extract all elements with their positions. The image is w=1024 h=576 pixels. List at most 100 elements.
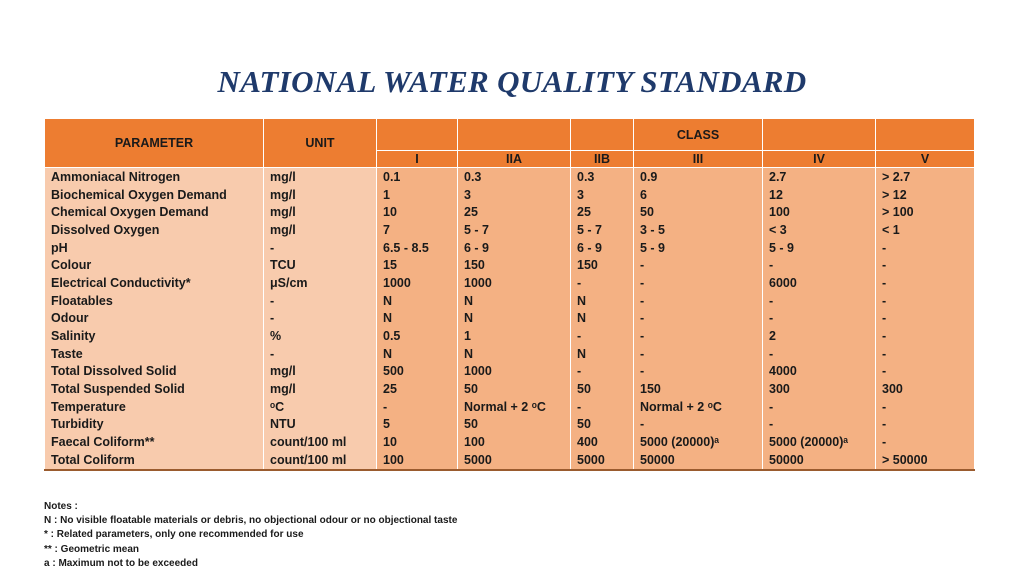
value-cell: N (570, 344, 634, 363)
value-cell: N (570, 291, 634, 310)
value-cell: - (875, 397, 975, 416)
table-row: Chemical Oxygen Demand mg/l 10 25 25 50 100 > 1… (44, 203, 975, 222)
value-cell: - (875, 238, 975, 257)
value-cell: 50000 (633, 451, 763, 471)
value-cell: 50 (570, 380, 634, 398)
table-row: Total Dissolved Solid mg/l 500 1000- -4000- (44, 362, 975, 381)
unit-cell: mg/l (263, 203, 377, 222)
unit-cell: mg/l (263, 185, 377, 204)
header-class-cell (762, 118, 876, 151)
value-cell: 0.3 (570, 167, 634, 186)
value-cell: 150 (457, 256, 571, 275)
header-class: CLASS (633, 118, 763, 151)
value-cell: - (633, 362, 763, 381)
parameter-cell: Odour (44, 309, 264, 328)
value-cell: 25 (570, 203, 634, 222)
value-cell: > 12 (875, 185, 975, 204)
value-cell: - (633, 344, 763, 363)
parameter-cell: Biochemical Oxygen Demand (44, 185, 264, 204)
unit-cell: - (263, 344, 377, 363)
value-cell: 5 - 7 (457, 221, 571, 239)
class-header-iii: III (633, 150, 763, 168)
value-cell: N (457, 291, 571, 310)
value-cell: N (376, 291, 458, 310)
value-cell: 5 - 7 (570, 221, 634, 239)
value-cell: 300 (875, 380, 975, 398)
value-cell: 500 (376, 362, 458, 381)
value-cell: 1000 (457, 362, 571, 381)
value-cell: 100 (457, 433, 571, 451)
table-row: Turbidity NTU 5 50 50- - - (44, 415, 975, 434)
parameter-cell: pH (44, 238, 264, 257)
value-cell: 7 (376, 221, 458, 239)
table-row: Total Coliform count/100 ml 100 5000 5000 500… (44, 451, 975, 471)
unit-cell: - (263, 291, 377, 310)
value-cell: - (875, 344, 975, 363)
value-cell: - (762, 397, 876, 416)
value-cell: 25 (457, 203, 571, 222)
value-cell: 0.5 (376, 327, 458, 345)
parameter-cell: Dissolved Oxygen (44, 221, 264, 239)
value-cell: > 2.7 (875, 167, 975, 186)
value-cell: < 1 (875, 221, 975, 239)
note-line: a : Maximum not to be exceeded (44, 557, 198, 569)
unit-cell: mg/l (263, 167, 377, 186)
value-cell: 1000 (376, 274, 458, 292)
table-row: Floatables - N N N - - - (44, 291, 975, 310)
parameter-cell: Chemical Oxygen Demand (44, 203, 264, 222)
unit-cell: mg/l (263, 221, 377, 239)
value-cell: - (875, 256, 975, 275)
value-cell: - (875, 309, 975, 328)
value-cell: 3 (457, 185, 571, 204)
value-cell: - (570, 397, 634, 416)
value-cell: 5000 (20000)ᵃ (762, 433, 876, 451)
value-cell: < 3 (762, 221, 876, 239)
value-cell: Normal + 2 ᵒC (633, 397, 763, 416)
unit-cell: mg/l (263, 380, 377, 398)
header-class-cell (457, 118, 571, 151)
value-cell: 5000 (457, 451, 571, 471)
value-cell: 4000 (762, 362, 876, 381)
value-cell: - (875, 433, 975, 451)
value-cell: 150 (633, 380, 763, 398)
value-cell: 10 (376, 203, 458, 222)
notes: Notes : N : No visible floatable material… (44, 500, 457, 571)
parameter-cell: Taste (44, 344, 264, 363)
value-cell: - (875, 274, 975, 292)
unit-cell: % (263, 327, 377, 345)
value-cell: - (633, 327, 763, 345)
value-cell: > 50000 (875, 451, 975, 471)
value-cell: 15 (376, 256, 458, 275)
value-cell: - (875, 327, 975, 345)
value-cell: N (457, 309, 571, 328)
value-cell: 6.5 - 8.5 (376, 238, 458, 257)
value-cell: 0.1 (376, 167, 458, 186)
table-row: Colour TCU 15 150 150- - - (44, 256, 975, 275)
value-cell: 6000 (762, 274, 876, 292)
header-class-cell (376, 118, 458, 151)
value-cell: 5000 (570, 451, 634, 471)
value-cell: N (570, 309, 634, 328)
parameter-cell: Turbidity (44, 415, 264, 434)
table-row: Ammoniacal Nitrogen mg/l 0.1 0.3 0.3 0.9 2.7 > … (44, 167, 975, 186)
value-cell: - (875, 415, 975, 434)
unit-cell: - (263, 309, 377, 328)
note-line: Notes : (44, 501, 78, 512)
value-cell: 150 (570, 256, 634, 275)
value-cell: 5 (376, 415, 458, 434)
parameter-cell: Faecal Coliform** (44, 433, 264, 451)
value-cell: 3 (570, 185, 634, 204)
value-cell: 50000 (762, 451, 876, 471)
value-cell: 50 (633, 203, 763, 222)
value-cell: 6 - 9 (570, 238, 634, 257)
parameter-cell: Salinity (44, 327, 264, 345)
value-cell: - (762, 291, 876, 310)
parameter-cell: Total Dissolved Solid (44, 362, 264, 381)
value-cell: 3 - 5 (633, 221, 763, 239)
note-line: ** : Geometric mean (44, 543, 140, 555)
value-cell: 50 (457, 380, 571, 398)
class-header-iib: IIB (570, 150, 634, 168)
value-cell: 5 - 9 (633, 238, 763, 257)
table-row: Odour - N N N - - - (44, 309, 975, 328)
parameter-cell: Electrical Conductivity* (44, 274, 264, 292)
